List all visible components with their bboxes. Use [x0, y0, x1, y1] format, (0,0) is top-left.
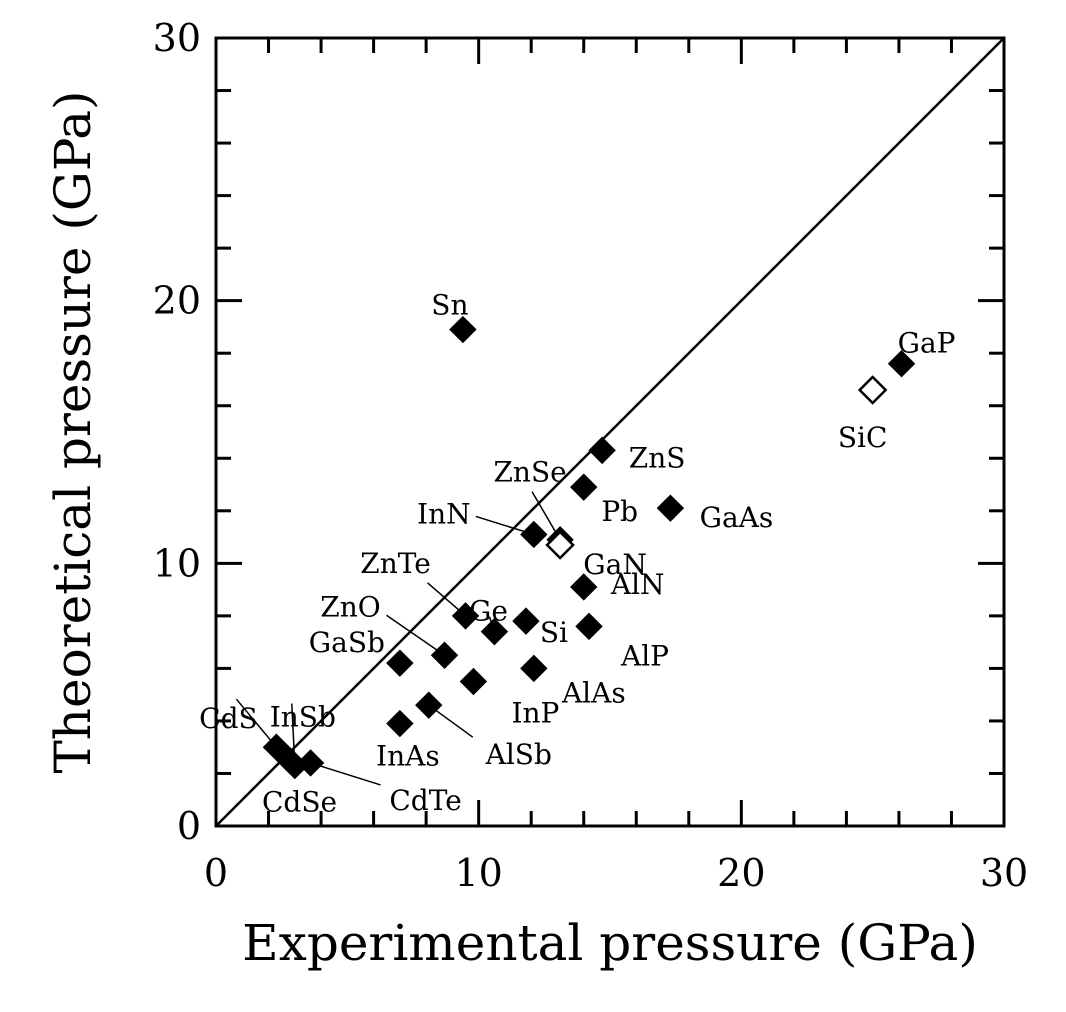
- point-alsb: [415, 691, 443, 719]
- label-zns: ZnS: [629, 441, 686, 474]
- label-zno: ZnO: [320, 590, 380, 623]
- y-tick-label: 0: [177, 804, 201, 848]
- point-cdse: [275, 746, 304, 775]
- point-inas: [386, 709, 414, 738]
- y-tick-label: 20: [153, 279, 201, 323]
- data-points: [262, 315, 916, 780]
- point-ge: [480, 617, 509, 646]
- label-cdte: CdTe: [389, 784, 461, 817]
- plot-frame: [214, 36, 1006, 828]
- label-znte: ZnTe: [360, 547, 431, 580]
- point-inn: [520, 520, 548, 549]
- label-sic: SiC: [838, 421, 888, 454]
- label-ge: Ge: [469, 595, 508, 628]
- label-gan: GaN: [583, 548, 647, 581]
- label-alsb: AlSb: [485, 738, 552, 771]
- x-tick-label: 0: [204, 851, 228, 895]
- leader-cds: [235, 698, 277, 748]
- point-gasb: [386, 649, 414, 677]
- tick-labels: 0 10 20 30 0 10 20 30: [153, 16, 1029, 895]
- label-sn: Sn: [431, 289, 468, 322]
- label-inp: InP: [511, 697, 559, 730]
- point-gan: [545, 530, 575, 560]
- leader-lines: [235, 491, 561, 786]
- point-gaas: [656, 494, 685, 522]
- label-cds: CdS: [199, 702, 258, 735]
- point-zno: [430, 641, 459, 669]
- point-sic: [857, 375, 888, 405]
- axis-ticks: [214, 36, 1006, 828]
- leader-zno: [386, 614, 445, 656]
- point-gap: [887, 349, 916, 378]
- label-aln: AlN: [610, 568, 665, 601]
- point-alp: [575, 612, 603, 641]
- label-gap: GaP: [898, 327, 956, 360]
- label-cdse: CdSe: [262, 785, 337, 818]
- x-tick-label: 30: [980, 851, 1028, 895]
- label-inn: InN: [417, 497, 471, 530]
- y-axis-title: Theoretical pressure (GPa): [44, 90, 102, 773]
- reference-line: [215, 37, 1005, 827]
- label-alp: AlP: [620, 639, 669, 672]
- x-axis-title: Experimental pressure (GPa): [242, 914, 978, 972]
- point-pb: [570, 473, 598, 501]
- label-alas: AlAs: [561, 676, 626, 709]
- label-inas: InAs: [376, 740, 440, 773]
- label-znse: ZnSe: [493, 456, 566, 489]
- leader-cdte: [310, 762, 381, 786]
- point-zns: [588, 436, 616, 465]
- label-gasb: GaSb: [309, 626, 385, 659]
- label-si: Si: [540, 616, 568, 649]
- point-sn: [449, 315, 477, 344]
- y-tick-label: 10: [153, 541, 201, 585]
- point-inp: [459, 667, 488, 696]
- point-si: [512, 607, 540, 635]
- point-znte: [451, 602, 480, 630]
- point-alas: [520, 654, 548, 683]
- label-gaas: GaAs: [700, 501, 774, 534]
- y-tick-label: 30: [153, 16, 201, 60]
- x-tick-label: 10: [454, 851, 502, 895]
- label-insb: InSb: [270, 701, 336, 734]
- x-tick-label: 20: [717, 851, 765, 895]
- point-cdte: [296, 749, 325, 777]
- label-pb: Pb: [601, 495, 638, 528]
- point-aln: [570, 573, 598, 601]
